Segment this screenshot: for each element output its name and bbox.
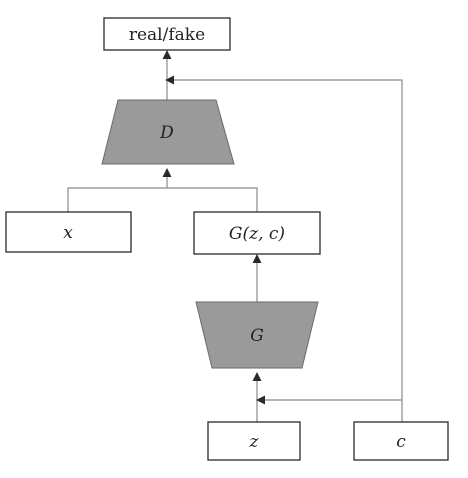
arrowhead-gzc — [252, 254, 262, 263]
noise-label: z — [249, 432, 260, 452]
arrowhead-d-input — [162, 168, 172, 177]
generated-label: G(z, c) — [229, 224, 285, 244]
discriminator-node: D — [101, 99, 235, 165]
condition-node: c — [353, 421, 449, 461]
arrowhead-g-input — [252, 372, 262, 381]
generator-node: G — [195, 301, 319, 369]
generator-label: G — [250, 326, 264, 346]
output-node: real/fake — [103, 17, 231, 51]
arrowhead-c-into-d-line — [165, 75, 174, 85]
generated-node: G(z, c) — [193, 211, 321, 255]
condition-label: c — [396, 432, 406, 452]
arrowhead-output — [162, 50, 172, 59]
output-label: real/fake — [129, 25, 205, 45]
discriminator-label: D — [159, 123, 174, 143]
real-input-node: x — [5, 211, 132, 253]
noise-node: z — [207, 421, 301, 461]
arrowheads — [162, 50, 265, 405]
real-input-label: x — [63, 223, 73, 243]
wire-x-to-d — [67, 187, 258, 212]
arrowhead-c-into-g-line — [256, 395, 265, 405]
wire-c-to-d — [171, 79, 403, 422]
